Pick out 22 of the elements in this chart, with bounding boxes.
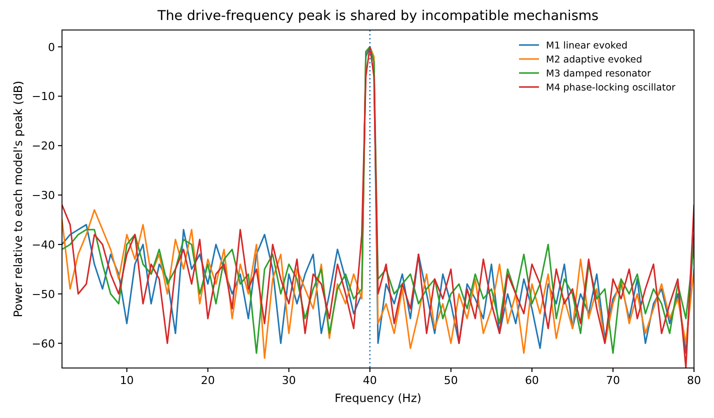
y-tick-label: −30 (32, 189, 55, 202)
chart-title: The drive-frequency peak is shared by incompatible mechanisms (156, 8, 599, 24)
y-axis-title: Power relative to each model's peak (dB) (11, 80, 25, 318)
x-tick-label: 60 (524, 374, 539, 387)
x-tick-label: 10 (120, 374, 134, 387)
x-tick-label: 80 (687, 374, 701, 387)
x-tick-label: 20 (200, 374, 215, 387)
legend-label: M2 adaptive evoked (546, 54, 642, 66)
legend-label: M4 phase-locking oscillator (546, 82, 676, 94)
legend-label: M1 linear evoked (546, 40, 628, 52)
x-axis-title: Frequency (Hz) (334, 391, 422, 405)
y-tick-label: −60 (32, 337, 55, 350)
y-tick-label: −20 (32, 140, 55, 153)
legend-label: M3 damped resonator (546, 68, 651, 80)
x-tick-label: 50 (444, 374, 458, 387)
y-tick-label: 0 (48, 40, 55, 54)
x-tick-label: 40 (362, 374, 377, 387)
y-tick-label: −40 (32, 238, 55, 252)
y-tick-label: −10 (32, 90, 55, 104)
y-tick-label: −50 (32, 288, 55, 301)
x-tick-label: 30 (282, 374, 296, 387)
x-tick-label: 70 (606, 374, 620, 387)
